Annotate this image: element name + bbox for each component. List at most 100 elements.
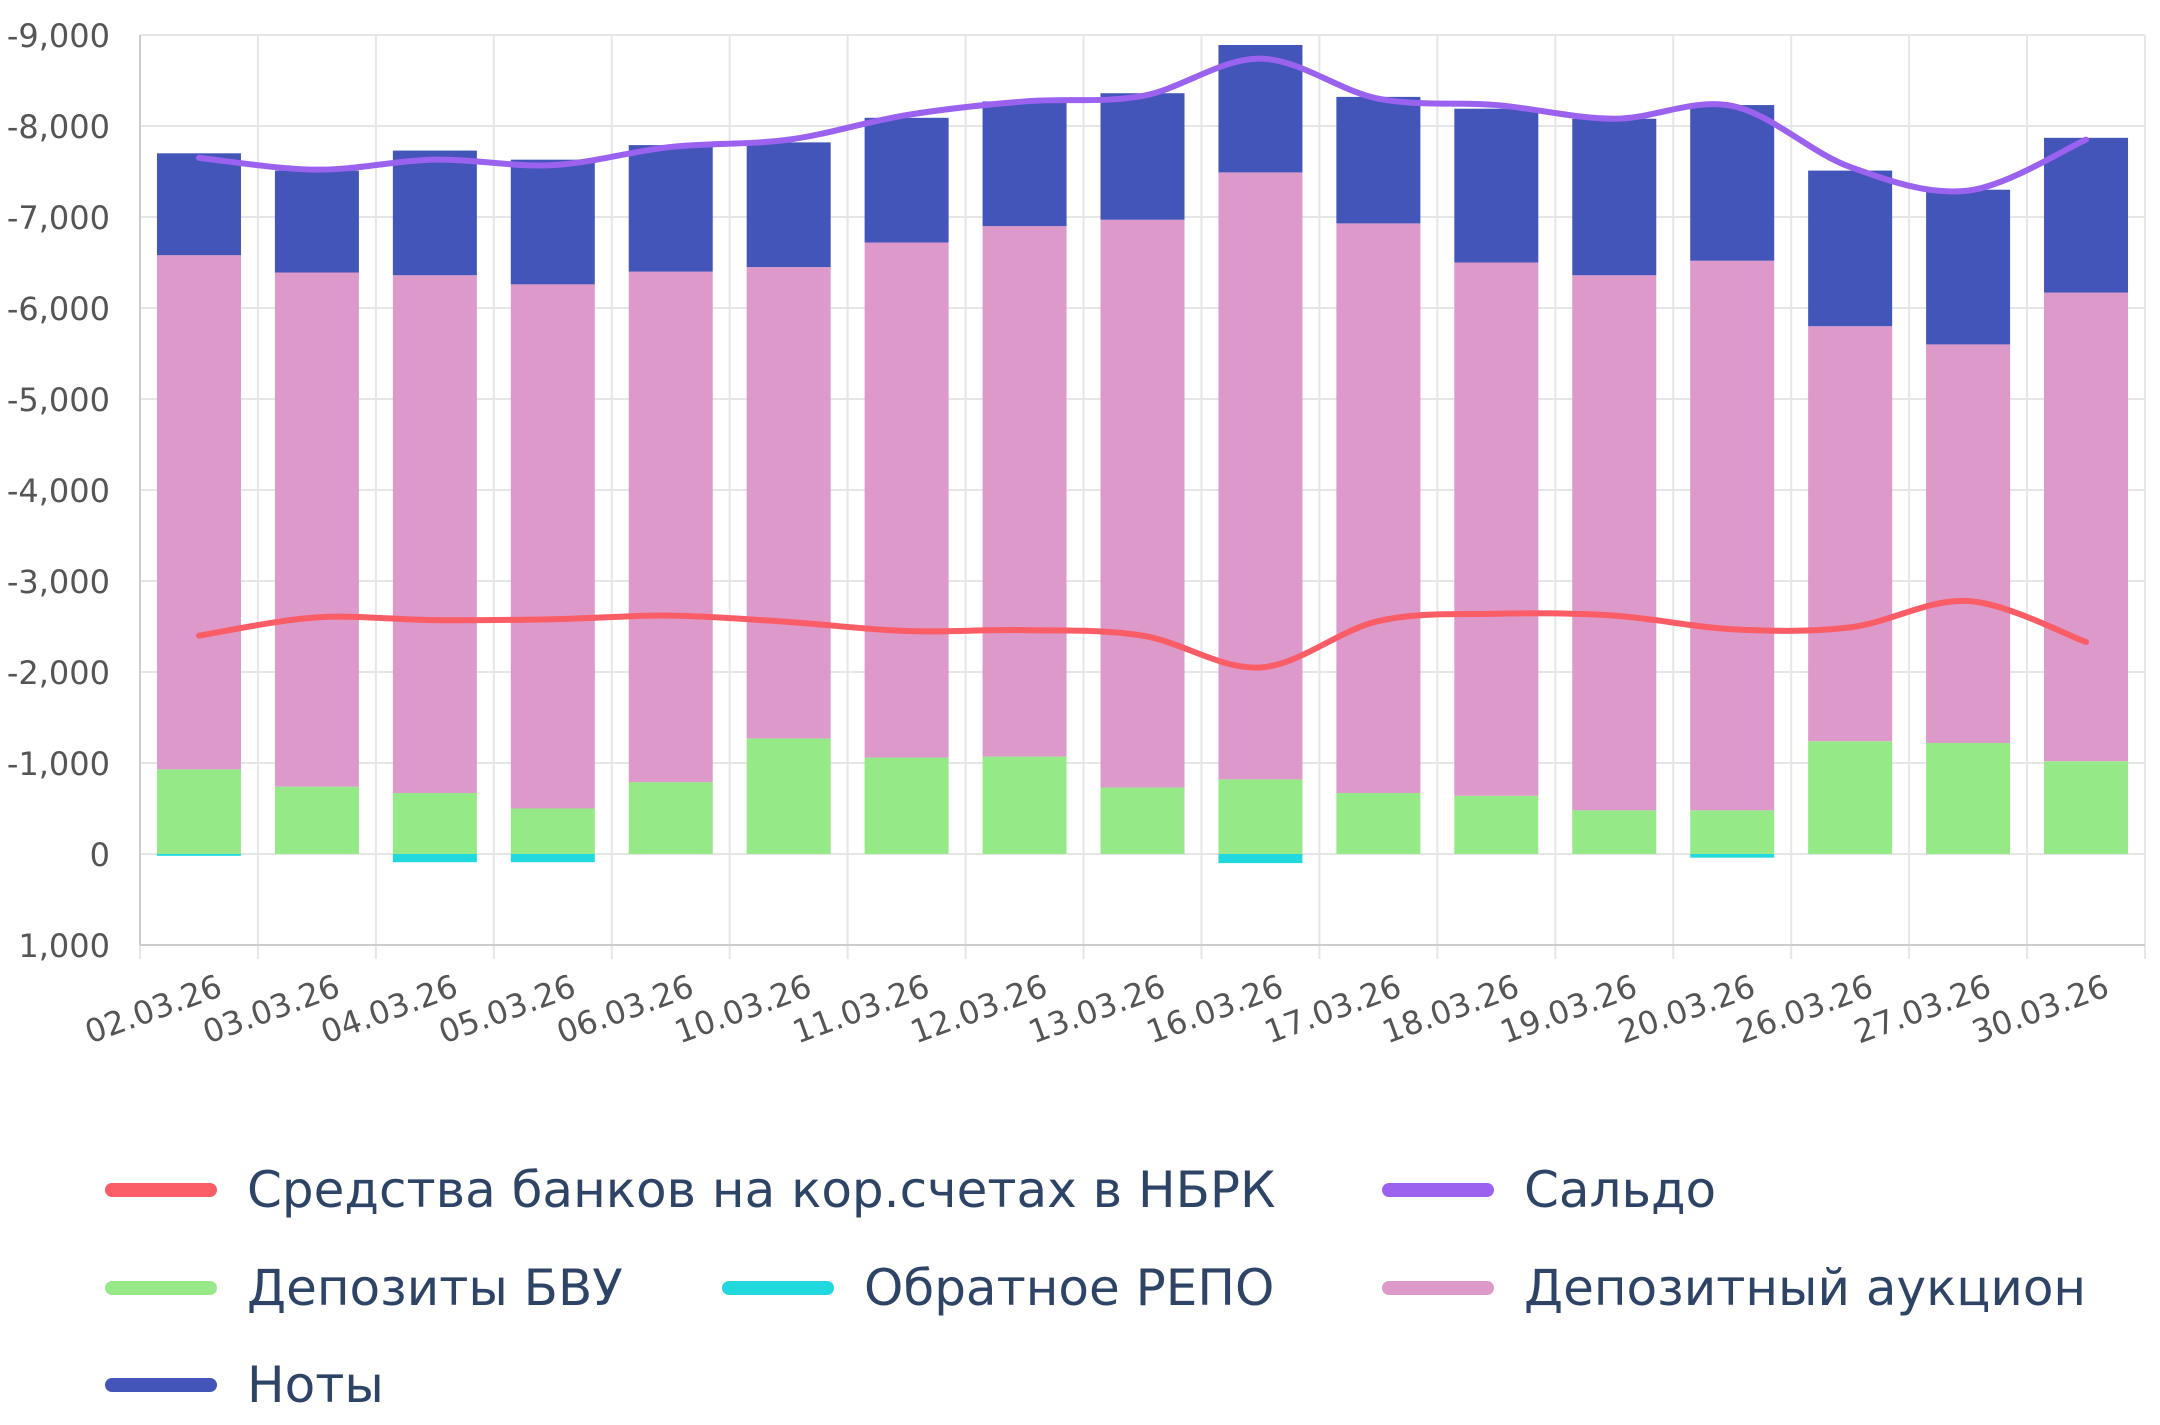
bar-notes (392, 150, 477, 276)
bar-notes (864, 117, 949, 243)
bar-deposits (1926, 742, 2011, 854)
bar-notes (982, 101, 1067, 227)
y-tick-label: -2,000 (7, 654, 110, 692)
x-tick-label: 16.03.26 (1141, 967, 1288, 1051)
line-saldo (195, 55, 2090, 195)
bar-auction (1926, 344, 2011, 743)
x-tick-label: 11.03.26 (787, 967, 934, 1051)
bar-deposits (628, 782, 713, 854)
bar-auction (392, 275, 477, 794)
y-tick-label: -7,000 (7, 199, 110, 237)
bar-deposits (1336, 793, 1421, 854)
bar-deposits (1454, 795, 1539, 854)
bar-notes (1572, 118, 1657, 276)
legend-item-deposits[interactable]: Депозиты БВУ (105, 1248, 623, 1328)
legend-label-saldo: Сальдо (1524, 1161, 1717, 1219)
bar-repo (156, 854, 241, 856)
bar-deposits (864, 757, 949, 854)
bar-notes (1454, 108, 1539, 263)
x-tick-label: 06.03.26 (552, 967, 699, 1051)
bar-deposits (982, 756, 1067, 854)
x-tick-label: 03.03.26 (198, 967, 345, 1051)
legend-item-repo[interactable]: Обратное РЕПО (722, 1248, 1274, 1328)
line-reserves (195, 597, 2090, 671)
bar-notes (1690, 105, 1775, 261)
bar-notes (1100, 93, 1185, 220)
bar-deposits (510, 808, 595, 854)
y-tick-label: -8,000 (7, 108, 110, 146)
y-tick-label: -9,000 (7, 17, 110, 55)
bar-notes (510, 159, 595, 285)
bar-repo (510, 854, 595, 863)
bar-notes (1808, 170, 1893, 327)
bar-deposits (392, 793, 477, 854)
legend-swatch-auction (1382, 1281, 1494, 1295)
bar-deposits (1690, 810, 1775, 854)
legend-label-deposits: Депозиты БВУ (247, 1259, 623, 1317)
bar-repo (1690, 854, 1775, 858)
y-tick-label: 1,000 (18, 927, 110, 965)
x-tick-label: 10.03.26 (670, 967, 817, 1051)
x-tick-label: 12.03.26 (905, 967, 1052, 1051)
bar-auction (156, 255, 241, 770)
bar-auction (1690, 260, 1775, 811)
bar-deposits (1572, 810, 1657, 854)
bar-notes (274, 170, 359, 273)
bar-auction (982, 226, 1067, 757)
bar-auction (1808, 326, 1893, 742)
x-tick-label: 05.03.26 (434, 967, 581, 1051)
bar-deposits (1808, 741, 1893, 854)
bar-auction (1572, 275, 1657, 811)
x-tick-label: 30.03.26 (1967, 967, 2114, 1051)
y-tick-label: -4,000 (7, 472, 110, 510)
bar-auction (628, 271, 713, 783)
bar-auction (864, 242, 949, 758)
legend-swatch-deposits (105, 1281, 217, 1295)
bar-auction (1336, 223, 1421, 794)
bar-auction (746, 267, 831, 739)
legend-swatch-repo (722, 1281, 834, 1295)
bar-notes (2044, 137, 2129, 293)
bar-repo (392, 854, 477, 863)
y-tick-label: -3,000 (7, 563, 110, 601)
legend-swatch-saldo (1382, 1183, 1494, 1197)
legend-item-reserves[interactable]: Средства банков на кор.счетах в НБРК (105, 1150, 1276, 1230)
legend-label-reserves: Средства банков на кор.счетах в НБРК (247, 1161, 1276, 1219)
chart-svg: -9,000 -8,000 -7,000 -6,000 -5,000 -4,000 -3,0… (7, 17, 2146, 1051)
bar-auction (2044, 292, 2129, 762)
y-tick-label: -1,000 (7, 745, 110, 783)
bar-deposits (1100, 787, 1185, 854)
legend-swatch-notes (105, 1378, 217, 1392)
bar-auction (510, 284, 595, 809)
bar-deposits (746, 738, 831, 854)
bar-notes (1336, 96, 1421, 224)
bar-auction (1100, 219, 1185, 788)
y-tick-label: -5,000 (7, 381, 110, 419)
legend-label-repo: Обратное РЕПО (864, 1259, 1275, 1317)
x-tick-label: 26.03.26 (1731, 967, 1878, 1051)
x-tick-label: 02.03.26 (80, 967, 227, 1051)
y-tick-label: 0 (90, 836, 110, 874)
x-tick-label: 20.03.26 (1613, 967, 1760, 1051)
bar-auction (1454, 262, 1539, 796)
bar-notes (628, 145, 713, 272)
legend-swatch-reserves (105, 1183, 217, 1197)
x-tick-label: 19.03.26 (1495, 967, 1642, 1051)
bar-deposits (1218, 779, 1303, 854)
legend-item-notes[interactable]: Ноты (105, 1345, 384, 1425)
x-tick-label: 13.03.26 (1023, 967, 1170, 1051)
x-tick-label: 27.03.26 (1849, 967, 1996, 1051)
x-tick-label: 04.03.26 (316, 967, 463, 1051)
x-tick-label: 18.03.26 (1377, 967, 1524, 1051)
legend-item-auction[interactable]: Депозитный аукцион (1382, 1248, 2086, 1328)
bar-deposits (274, 786, 359, 854)
legend-item-saldo[interactable]: Сальдо (1382, 1150, 1716, 1230)
y-tick-label: -6,000 (7, 290, 110, 328)
bar-deposits (156, 769, 241, 854)
bar-notes (746, 142, 831, 268)
x-tick-label: 17.03.26 (1259, 967, 1406, 1051)
bar-notes (1926, 189, 2011, 345)
legend-label-notes: Ноты (247, 1356, 384, 1414)
legend-label-auction: Депозитный аукцион (1524, 1259, 2087, 1317)
